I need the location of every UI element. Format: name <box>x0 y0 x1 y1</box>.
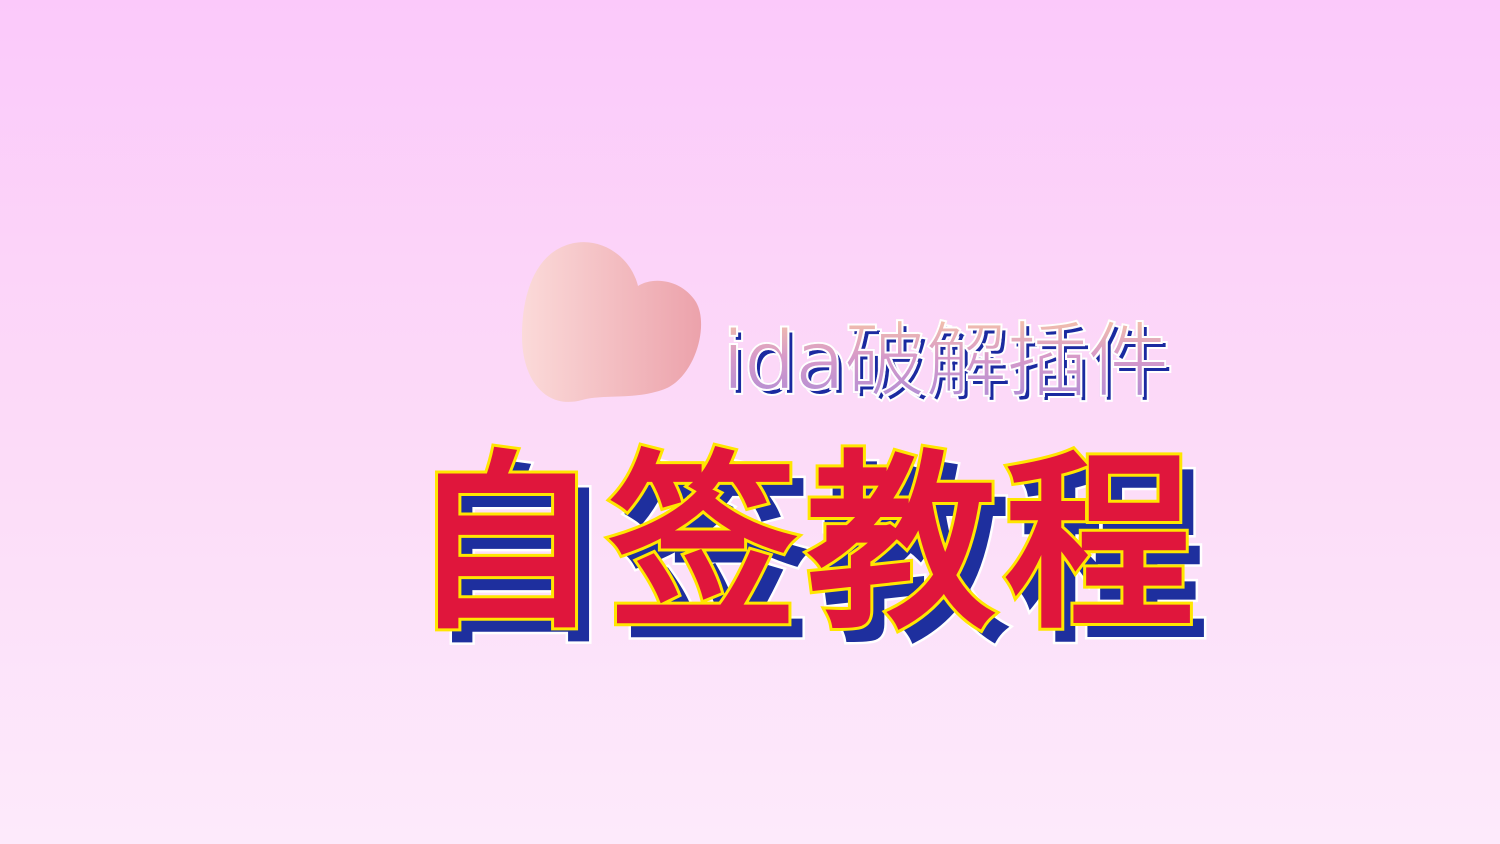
subtitle-shadow: ida破解插件 <box>726 317 1175 417</box>
title-shadow: 自签教程 <box>421 446 1217 672</box>
subtitle-face: ida破解插件 <box>721 313 1170 410</box>
main-title: 自签教程 自签教程 <box>407 430 1211 672</box>
apple-blob-icon <box>522 242 702 402</box>
title-face: 自签教程 <box>407 431 1203 658</box>
subtitle-text: ida破解插件 ida破解插件 <box>721 312 1175 415</box>
